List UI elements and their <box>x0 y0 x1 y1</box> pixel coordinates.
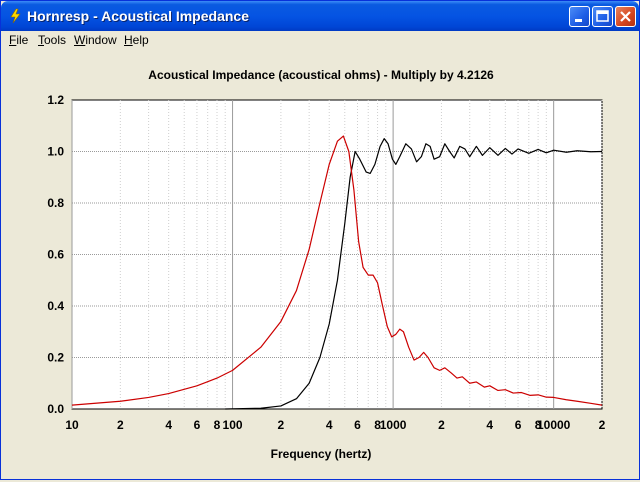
x-tick-label: 8 <box>214 418 221 432</box>
y-tick-label: 1.0 <box>47 145 64 159</box>
menu-window[interactable]: Window <box>74 33 117 47</box>
x-tick-label: 10000 <box>537 418 571 432</box>
minimize-button[interactable] <box>569 6 590 27</box>
window-title: Hornresp - Acoustical Impedance <box>27 8 249 24</box>
x-tick-label: 2 <box>117 418 124 432</box>
series-line-black <box>225 138 603 410</box>
y-tick-label: 0.2 <box>47 351 64 365</box>
menu-help[interactable]: Help <box>124 33 149 47</box>
y-tick-label: 1.2 <box>47 93 64 107</box>
chart-panel: Acoustical Impedance (acoustical ohms) -… <box>4 49 636 477</box>
x-tick-label: 2 <box>599 418 606 432</box>
y-tick-label: 0.4 <box>47 299 64 313</box>
maximize-button[interactable] <box>592 6 613 27</box>
x-tick-label: 8 <box>535 418 542 432</box>
minimize-icon <box>575 19 582 22</box>
y-axis-ticks: 0.0 0.2 0.4 0.6 0.8 1.0 1.2 <box>47 93 64 416</box>
x-tick-label: 6 <box>515 418 522 432</box>
x-tick-label: 6 <box>194 418 201 432</box>
x-tick-label: 4 <box>165 418 172 432</box>
x-tick-label: 6 <box>354 418 361 432</box>
x-tick-label: 4 <box>486 418 493 432</box>
impedance-chart: Acoustical Impedance (acoustical ohms) -… <box>47 68 605 461</box>
x-tick-label: 2 <box>278 418 285 432</box>
y-tick-label: 0.8 <box>47 196 64 210</box>
x-tick-label: 8 <box>374 418 381 432</box>
title-bar[interactable]: Hornresp - Acoustical Impedance <box>1 1 639 31</box>
x-tick-label: 4 <box>326 418 333 432</box>
x-tick-label: 2 <box>438 418 445 432</box>
menu-file[interactable]: File <box>9 33 29 47</box>
x-tick-label: 100 <box>223 418 243 432</box>
chart-title: Acoustical Impedance (acoustical ohms) -… <box>148 68 494 82</box>
x-tick-label: 1000 <box>380 418 407 432</box>
close-button[interactable] <box>615 6 636 27</box>
maximize-icon <box>596 10 609 22</box>
x-axis-label: Frequency (hertz) <box>271 447 372 461</box>
series-group <box>71 135 603 410</box>
close-icon <box>620 11 631 22</box>
series-line-red <box>71 135 603 406</box>
menu-tools[interactable]: Tools <box>38 33 67 47</box>
y-tick-label: 0.6 <box>47 248 64 262</box>
y-tick-label: 0.0 <box>47 402 64 416</box>
x-tick-label: 10 <box>65 418 79 432</box>
hornresp-app-icon[interactable] <box>7 8 23 24</box>
menu-bar: File Tools Window Help <box>1 31 639 49</box>
